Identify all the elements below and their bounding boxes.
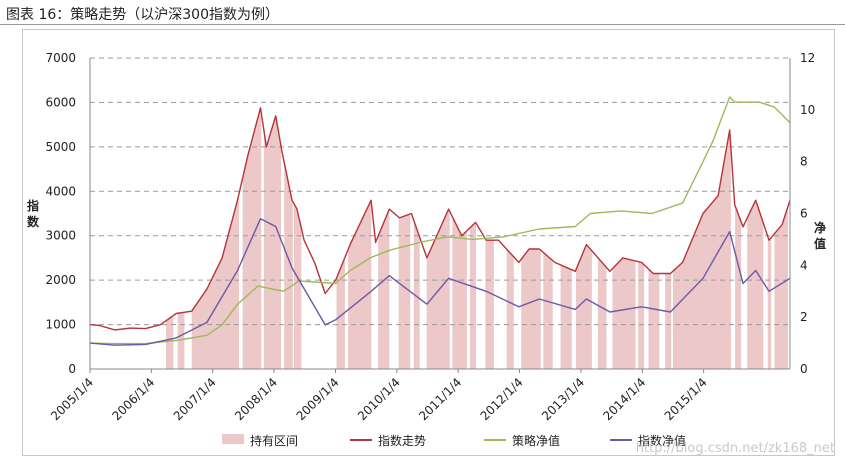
- holding-period-area: [612, 258, 636, 369]
- holding-period-area: [469, 222, 476, 369]
- holding-period-area: [293, 203, 302, 369]
- legend-label: 指数净值: [638, 433, 686, 448]
- holding-period-area: [521, 249, 541, 369]
- holding-period-area: [485, 238, 494, 369]
- holding-period-area: [452, 216, 467, 369]
- y-tick-label-right: 10: [800, 103, 815, 117]
- holding-period-area: [543, 252, 553, 369]
- holding-period-area: [378, 209, 390, 369]
- x-tick-label: 2011/1/4: [416, 375, 464, 423]
- y-tick-label-left: 4000: [45, 184, 76, 198]
- y-axis-title-right: 净值: [814, 220, 826, 251]
- legend: 持有区间 指数走势 策略净值 指数净值: [222, 433, 686, 448]
- chart-panel: [22, 29, 835, 456]
- holding-period-area: [284, 162, 293, 369]
- holding-period-area: [747, 201, 764, 369]
- watermark: http://blog.csdn.net/zk168_net: [635, 441, 835, 456]
- holding-period-area: [348, 201, 372, 369]
- legend-label: 指数走势: [378, 433, 426, 448]
- holding-period-area: [665, 272, 672, 369]
- holding-period-area: [638, 261, 645, 369]
- y-tick-label-left: 7000: [45, 51, 76, 65]
- title-divider: [0, 24, 845, 25]
- holding-period-area: [767, 236, 772, 369]
- y-tick-label-right: 8: [800, 155, 808, 169]
- holding-period-area: [735, 205, 742, 369]
- x-tick-label: 2015/1/4: [662, 375, 710, 423]
- series-line-2: [89, 96, 791, 345]
- y-tick-label-left: 3000: [45, 229, 76, 243]
- holding-period-area: [426, 209, 450, 369]
- holding-period-area: [506, 249, 514, 369]
- figure-title: 图表 16：策略走势（以沪深300指数为例）: [6, 7, 279, 23]
- y-tick-label-right: 12: [800, 51, 815, 65]
- legend-label: 策略净值: [512, 433, 560, 448]
- y-tick-label-left: 1000: [45, 318, 76, 332]
- holding-period-area: [413, 220, 420, 369]
- holding-period-area: [560, 264, 572, 369]
- legend-swatch-holding: [222, 434, 244, 444]
- x-tick-label: 2010/1/4: [355, 375, 403, 423]
- y-tick-label-right: 4: [800, 258, 808, 272]
- series-lines: [89, 96, 791, 346]
- x-tick-label: 2013/1/4: [539, 375, 587, 423]
- holding-period-area: [672, 132, 731, 369]
- axes: [89, 58, 791, 373]
- holding-period-area: [177, 312, 185, 369]
- legend-label: 持有区间: [250, 433, 298, 448]
- holding-periods: [165, 108, 788, 370]
- y-tick-label-left: 0: [68, 362, 76, 376]
- y-tick-label-right: 2: [800, 310, 808, 324]
- holding-period-area: [165, 315, 174, 369]
- holding-period-area: [575, 245, 592, 369]
- y-tick-label-left: 6000: [45, 95, 76, 109]
- x-tick-label: 2014/1/4: [600, 375, 648, 423]
- y-tick-label-right: 0: [800, 362, 808, 376]
- y-axis-title-left: 指数: [27, 198, 40, 229]
- holding-period-area: [648, 269, 660, 369]
- y-tick-label-right: 6: [800, 207, 808, 221]
- holding-period-area: [263, 117, 281, 369]
- x-tick-label: 2008/1/4: [232, 375, 280, 423]
- holding-period-area: [774, 206, 788, 369]
- y-tick-label-left: 5000: [45, 140, 76, 154]
- holding-period-area: [336, 257, 345, 369]
- y-tick-label-left: 2000: [45, 273, 76, 287]
- holding-period-area: [597, 257, 607, 369]
- x-tick-label: 2009/1/4: [294, 375, 342, 423]
- series-line-1: [89, 107, 791, 331]
- holding-period-area: [398, 213, 411, 369]
- x-tick-label: 2007/1/4: [171, 375, 219, 423]
- x-tick-label: 2005/1/4: [48, 375, 96, 423]
- holding-period-area: [191, 193, 239, 369]
- x-tick-label: 2006/1/4: [109, 375, 157, 423]
- x-tick-label: 2012/1/4: [478, 375, 526, 423]
- series-line-3: [89, 217, 791, 346]
